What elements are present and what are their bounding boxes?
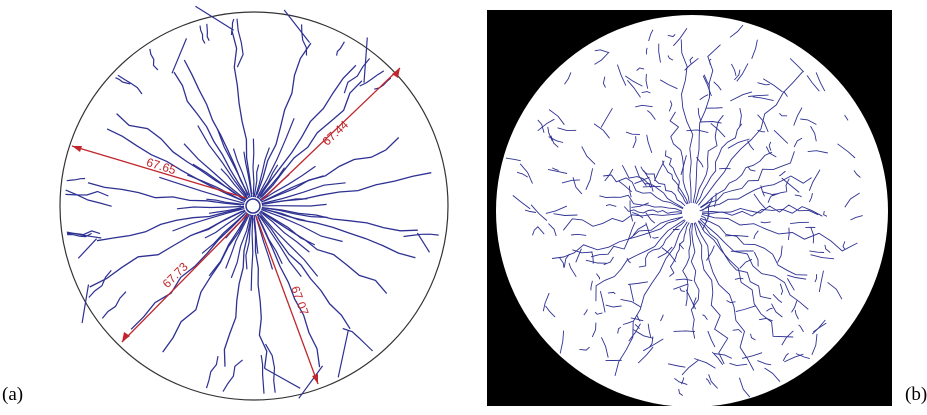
center-hole [246,199,260,213]
panel-a-diagram: 67.65 67.44 67.73 67.07 [60,6,448,400]
panel-label-b: (b) [905,384,927,406]
panel-label-a: (a) [2,384,23,406]
crack-fragment [719,168,731,169]
panel-b-image [487,10,892,407]
crack-fragment [706,108,722,109]
center-hole [684,205,700,221]
